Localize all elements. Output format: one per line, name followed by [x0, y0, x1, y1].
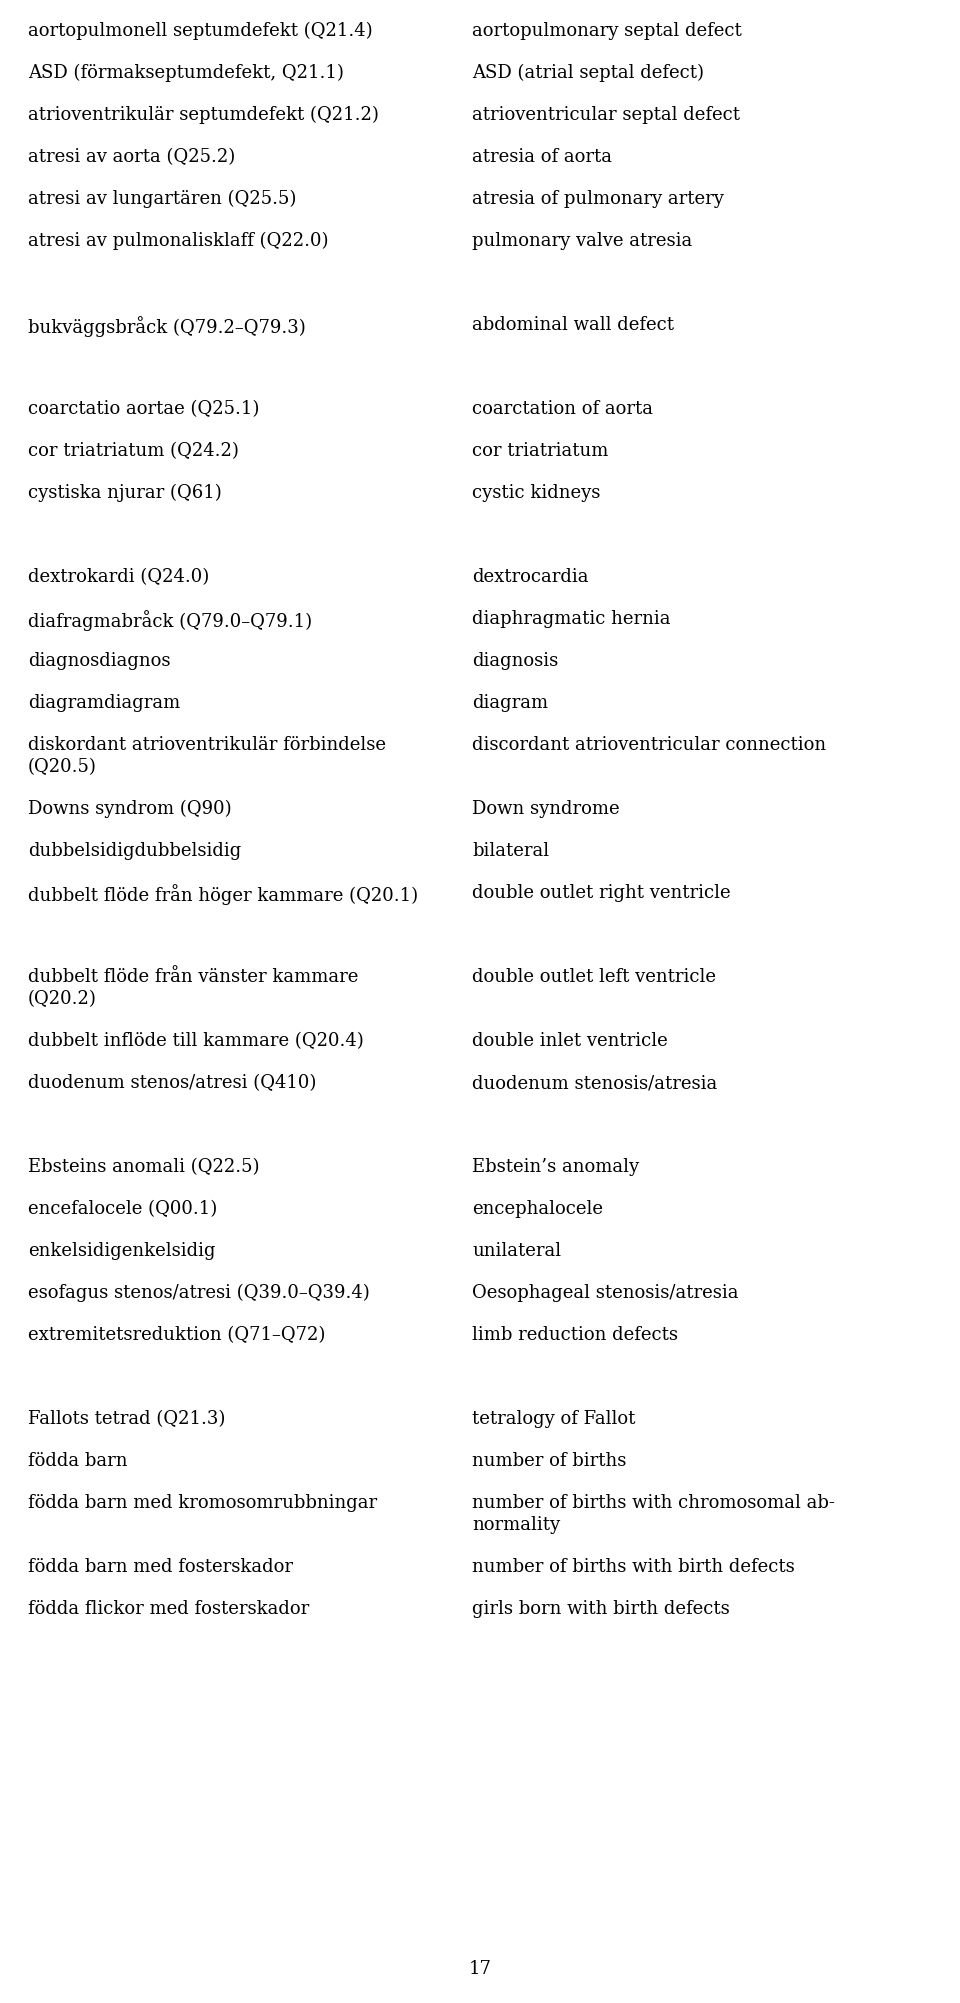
Text: cor triatriatum: cor triatriatum — [472, 443, 609, 461]
Text: encefalocele (Q00.1): encefalocele (Q00.1) — [28, 1200, 217, 1218]
Text: normality: normality — [472, 1516, 560, 1534]
Text: esofagus stenos/atresi (Q39.0–Q39.4): esofagus stenos/atresi (Q39.0–Q39.4) — [28, 1284, 370, 1302]
Text: födda barn med fosterskador: födda barn med fosterskador — [28, 1558, 293, 1576]
Text: coarctation of aorta: coarctation of aorta — [472, 401, 653, 419]
Text: födda barn: födda barn — [28, 1452, 128, 1470]
Text: aortopulmonary septal defect: aortopulmonary septal defect — [472, 22, 742, 40]
Text: dextrokardi (Q24.0): dextrokardi (Q24.0) — [28, 569, 209, 587]
Text: födda flickor med fosterskador: födda flickor med fosterskador — [28, 1600, 309, 1618]
Text: abdominal wall defect: abdominal wall defect — [472, 316, 674, 335]
Text: tetralogy of Fallot: tetralogy of Fallot — [472, 1410, 636, 1428]
Text: ASD (förmakseptumdefekt, Q21.1): ASD (förmakseptumdefekt, Q21.1) — [28, 64, 344, 82]
Text: Down syndrome: Down syndrome — [472, 799, 619, 817]
Text: dubbelt flöde från höger kammare (Q20.1): dubbelt flöde från höger kammare (Q20.1) — [28, 883, 419, 905]
Text: atresia of aorta: atresia of aorta — [472, 148, 612, 166]
Text: unilateral: unilateral — [472, 1242, 562, 1260]
Text: (Q20.2): (Q20.2) — [28, 989, 97, 1008]
Text: atrioventricular septal defect: atrioventricular septal defect — [472, 106, 740, 124]
Text: dubbelt flöde från vänster kammare: dubbelt flöde från vänster kammare — [28, 967, 358, 985]
Text: diagnosdiagnos: diagnosdiagnos — [28, 653, 171, 669]
Text: duodenum stenosis/atresia: duodenum stenosis/atresia — [472, 1074, 717, 1092]
Text: 17: 17 — [468, 1961, 492, 1979]
Text: number of births with birth defects: number of births with birth defects — [472, 1558, 795, 1576]
Text: limb reduction defects: limb reduction defects — [472, 1326, 678, 1344]
Text: enkelsidigenkelsidig: enkelsidigenkelsidig — [28, 1242, 215, 1260]
Text: atresi av lungartären (Q25.5): atresi av lungartären (Q25.5) — [28, 190, 297, 208]
Text: encephalocele: encephalocele — [472, 1200, 603, 1218]
Text: diagnosis: diagnosis — [472, 653, 559, 669]
Text: girls born with birth defects: girls born with birth defects — [472, 1600, 730, 1618]
Text: atrioventrikulär septumdefekt (Q21.2): atrioventrikulär septumdefekt (Q21.2) — [28, 106, 379, 124]
Text: diafragmabråck (Q79.0–Q79.1): diafragmabråck (Q79.0–Q79.1) — [28, 611, 312, 631]
Text: number of births with chromosomal ab-: number of births with chromosomal ab- — [472, 1494, 835, 1512]
Text: cystic kidneys: cystic kidneys — [472, 485, 600, 503]
Text: diagram: diagram — [472, 693, 548, 711]
Text: födda barn med kromosomrubbningar: födda barn med kromosomrubbningar — [28, 1494, 377, 1512]
Text: (Q20.5): (Q20.5) — [28, 757, 97, 775]
Text: ASD (atrial septal defect): ASD (atrial septal defect) — [472, 64, 704, 82]
Text: dubbelt inflöde till kammare (Q20.4): dubbelt inflöde till kammare (Q20.4) — [28, 1032, 364, 1050]
Text: Ebsteins anomali (Q22.5): Ebsteins anomali (Q22.5) — [28, 1158, 259, 1176]
Text: Oesophageal stenosis/atresia: Oesophageal stenosis/atresia — [472, 1284, 738, 1302]
Text: bukväggsbråck (Q79.2–Q79.3): bukväggsbråck (Q79.2–Q79.3) — [28, 316, 305, 337]
Text: atresi av pulmonalisklaff (Q22.0): atresi av pulmonalisklaff (Q22.0) — [28, 232, 328, 250]
Text: duodenum stenos/atresi (Q410): duodenum stenos/atresi (Q410) — [28, 1074, 317, 1092]
Text: discordant atrioventricular connection: discordant atrioventricular connection — [472, 735, 827, 753]
Text: double outlet right ventricle: double outlet right ventricle — [472, 883, 731, 901]
Text: diagramdiagram: diagramdiagram — [28, 693, 180, 711]
Text: extremitetsreduktion (Q71–Q72): extremitetsreduktion (Q71–Q72) — [28, 1326, 325, 1344]
Text: cor triatriatum (Q24.2): cor triatriatum (Q24.2) — [28, 443, 239, 461]
Text: number of births: number of births — [472, 1452, 626, 1470]
Text: Downs syndrom (Q90): Downs syndrom (Q90) — [28, 799, 231, 819]
Text: atresia of pulmonary artery: atresia of pulmonary artery — [472, 190, 724, 208]
Text: bilateral: bilateral — [472, 841, 549, 859]
Text: atresi av aorta (Q25.2): atresi av aorta (Q25.2) — [28, 148, 235, 166]
Text: Fallots tetrad (Q21.3): Fallots tetrad (Q21.3) — [28, 1410, 226, 1428]
Text: diskordant atrioventrikulär förbindelse: diskordant atrioventrikulär förbindelse — [28, 735, 386, 753]
Text: coarctatio aortae (Q25.1): coarctatio aortae (Q25.1) — [28, 401, 259, 419]
Text: diaphragmatic hernia: diaphragmatic hernia — [472, 611, 670, 629]
Text: dextrocardia: dextrocardia — [472, 569, 588, 587]
Text: aortopulmonell septumdefekt (Q21.4): aortopulmonell septumdefekt (Q21.4) — [28, 22, 372, 40]
Text: Ebstein’s anomaly: Ebstein’s anomaly — [472, 1158, 639, 1176]
Text: dubbelsidigdubbelsidig: dubbelsidigdubbelsidig — [28, 841, 241, 859]
Text: pulmonary valve atresia: pulmonary valve atresia — [472, 232, 692, 250]
Text: cystiska njurar (Q61): cystiska njurar (Q61) — [28, 485, 222, 503]
Text: double inlet ventricle: double inlet ventricle — [472, 1032, 668, 1050]
Text: double outlet left ventricle: double outlet left ventricle — [472, 967, 716, 985]
